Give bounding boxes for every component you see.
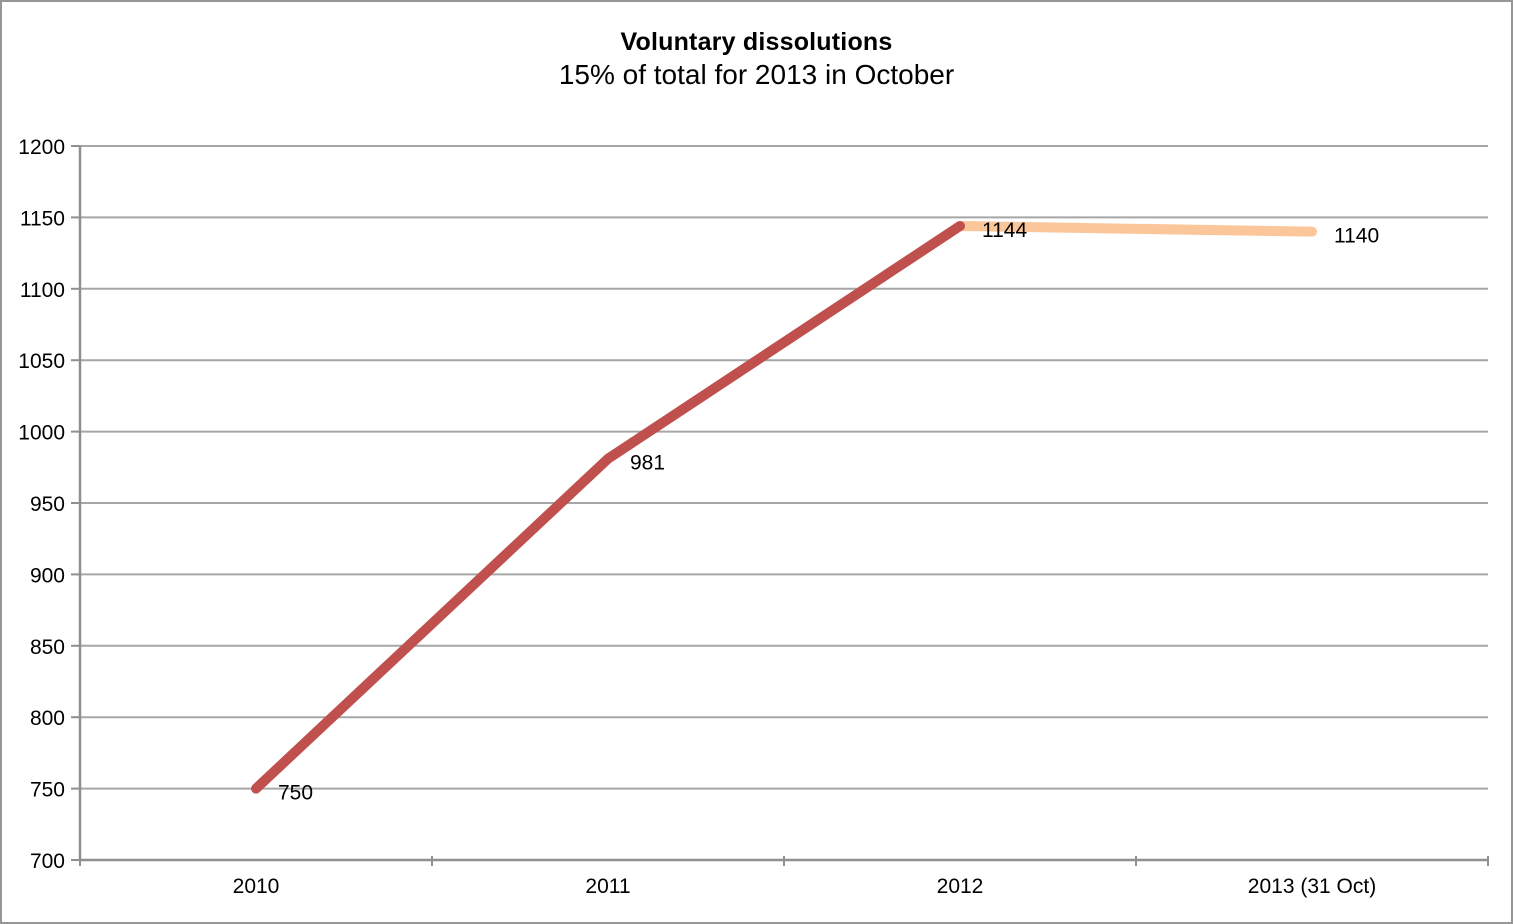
y-axis-tick-label: 950 bbox=[30, 493, 65, 516]
series-line bbox=[955, 220, 1317, 237]
y-axis-tick-label: 700 bbox=[30, 850, 65, 873]
data-label: 1140 bbox=[1334, 225, 1379, 248]
chart-subtitle: 15% of total for 2013 in October bbox=[558, 59, 955, 90]
x-axis-tick-label: 2013 (31 Oct) bbox=[1248, 875, 1376, 898]
x-axis-tick-label: 2010 bbox=[233, 875, 280, 898]
series-line bbox=[251, 220, 965, 794]
y-axis-tick-label: 850 bbox=[30, 636, 65, 659]
chart-title: Voluntary dissolutions bbox=[620, 28, 893, 56]
y-axis-tick-label: 1000 bbox=[18, 422, 65, 445]
data-label: 1144 bbox=[982, 219, 1027, 242]
x-axis-tick-label: 2011 bbox=[585, 875, 630, 898]
y-axis-tick-label: 1100 bbox=[20, 279, 65, 302]
data-label: 750 bbox=[278, 782, 313, 805]
data-label: 981 bbox=[630, 452, 665, 475]
y-axis-tick-label: 900 bbox=[30, 564, 65, 587]
y-axis-tick-label: 800 bbox=[30, 707, 65, 730]
x-axis-tick-label: 2012 bbox=[937, 875, 984, 898]
y-axis-tick-label: 1150 bbox=[20, 207, 65, 230]
y-axis-tick-label: 1050 bbox=[18, 350, 65, 373]
y-axis-tick-label: 1200 bbox=[18, 136, 65, 159]
y-axis-tick-label: 750 bbox=[30, 779, 65, 802]
